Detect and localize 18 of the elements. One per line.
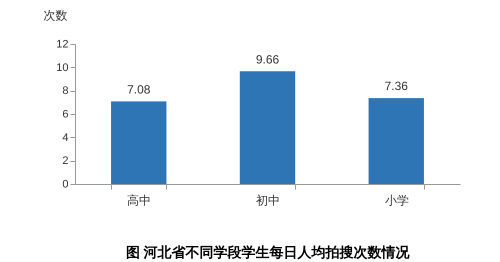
data-label: 7.08 <box>127 82 151 96</box>
text: 图 河北省不同学段学生每日人均拍搜次数情况 <box>126 245 410 261</box>
x-tick-label: 小学 <box>384 194 409 208</box>
data-label: 7.36 <box>384 79 408 94</box>
y-tick-label: 2 <box>62 155 68 168</box>
y-tick-label: 10 <box>56 62 68 74</box>
bar <box>111 101 166 184</box>
y-tick-label: 6 <box>62 108 68 120</box>
bar <box>240 71 296 184</box>
bar <box>368 98 424 184</box>
x-tick-label: 初中 <box>256 194 280 208</box>
x-tick-label: 高中 <box>127 194 152 208</box>
y-tick-label: 12 <box>56 38 68 50</box>
y-tick-label: 8 <box>62 85 68 98</box>
y-tick-label: 4 <box>62 132 68 144</box>
data-label: 9.66 <box>256 52 280 66</box>
y-axis-title: 次数 <box>44 8 68 22</box>
y-tick-label: 0 <box>62 178 68 190</box>
